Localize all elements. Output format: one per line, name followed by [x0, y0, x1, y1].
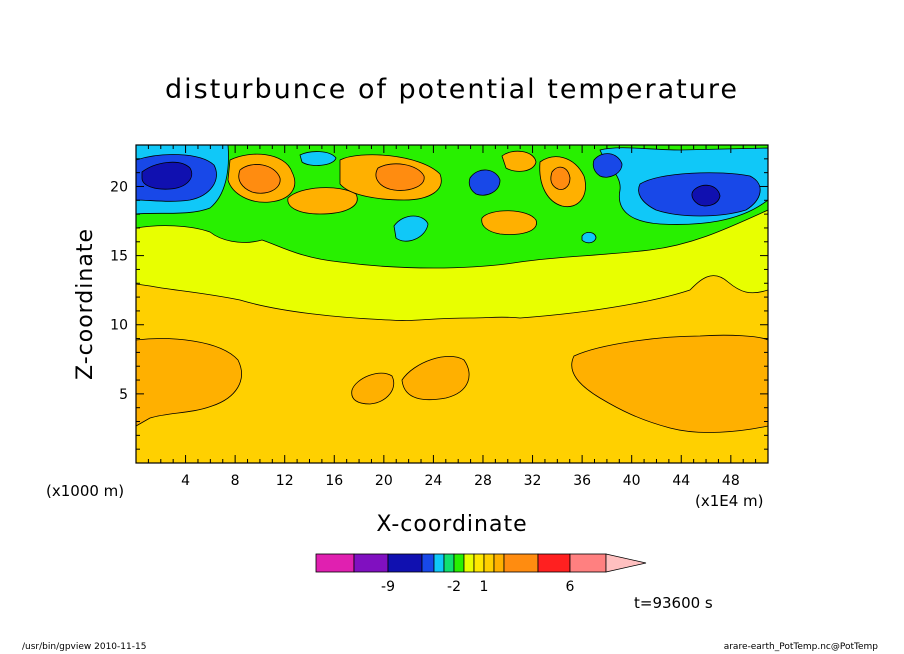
field-cyan-mid: [393, 215, 429, 242]
colorbar-tick-label: -2: [447, 579, 461, 595]
colorbar-swatch: [443, 553, 455, 573]
colorbar-tick-label: 1: [480, 579, 489, 595]
colorbar-tick-label: 6: [566, 579, 575, 595]
y-tick-label: 10: [110, 318, 128, 334]
colorbar-swatch: [453, 553, 465, 573]
colorbar-swatch: [483, 553, 495, 573]
x-axis-label: X-coordinate: [376, 512, 528, 537]
field-blob-34-core: [550, 166, 571, 190]
field-blue-28: [468, 169, 501, 196]
field-low-right: [571, 334, 768, 433]
field-blob-10-core: [238, 164, 281, 194]
y-tick-label: 5: [119, 387, 128, 403]
field-low-mid-a: [351, 372, 395, 405]
x-tick-label: 48: [722, 473, 740, 489]
colorbar-arrow: [605, 553, 647, 573]
colorbar-swatch: [537, 553, 571, 573]
x-tick-label: 40: [623, 473, 641, 489]
colorbar-swatch: [421, 553, 435, 573]
time-label: t=93600 s: [634, 594, 713, 612]
x-scale-note: (x1E4 m): [695, 492, 764, 510]
x-tick-label: 32: [524, 473, 542, 489]
colorbar-swatch: [387, 553, 423, 573]
field-blob-30: [481, 210, 537, 235]
x-tick-label: 28: [474, 473, 492, 489]
x-tick-label: 44: [672, 473, 690, 489]
field-blob-31: [501, 150, 537, 172]
field-cyan-37: [581, 232, 597, 244]
colorbar-swatch: [569, 553, 607, 573]
x-tick-label: 36: [573, 473, 591, 489]
colorbar-swatch: [353, 553, 389, 573]
chart-title: disturbunce of potential temperature: [165, 74, 739, 105]
field-blob-16: [287, 187, 358, 215]
footer-left: /usr/bin/gpview 2010-11-15: [22, 642, 147, 652]
y-tick-label: 20: [110, 179, 128, 195]
x-tick-label: 12: [276, 473, 294, 489]
field-low-mid-b: [401, 356, 470, 401]
colorbar-swatch: [503, 553, 539, 573]
field-cyan-top: [299, 151, 337, 166]
x-tick-label: 20: [375, 473, 393, 489]
colorbar-swatch: [493, 553, 505, 573]
colorbar-swatch: [433, 553, 445, 573]
contour-field: [136, 145, 768, 463]
field-darkblue-right: [691, 184, 721, 207]
colorbar-tick-label: -9: [381, 579, 395, 595]
footer-right: arare-earth_PotTemp.nc@PotTemp: [723, 642, 878, 652]
colorbar-swatch: [315, 553, 355, 573]
y-axis-label: Z-coordinate: [73, 228, 98, 380]
y-tick-label: 15: [110, 249, 128, 265]
field-blob-21-core: [375, 163, 425, 191]
x-tick-label: 16: [325, 473, 343, 489]
field-darkblue-left: [141, 161, 193, 190]
x-unit-note: (x1000 m): [46, 482, 125, 500]
x-tick-label: 8: [231, 473, 240, 489]
colorbar-swatch: [473, 553, 485, 573]
field-blue-38: [592, 153, 623, 178]
x-tick-label: 24: [424, 473, 442, 489]
x-tick-label: 4: [181, 473, 190, 489]
colorbar-swatch: [463, 553, 475, 573]
field-low-left: [136, 338, 242, 427]
colorbar: -9 -2 1 6: [315, 553, 647, 595]
plot-frame: [135, 144, 769, 464]
